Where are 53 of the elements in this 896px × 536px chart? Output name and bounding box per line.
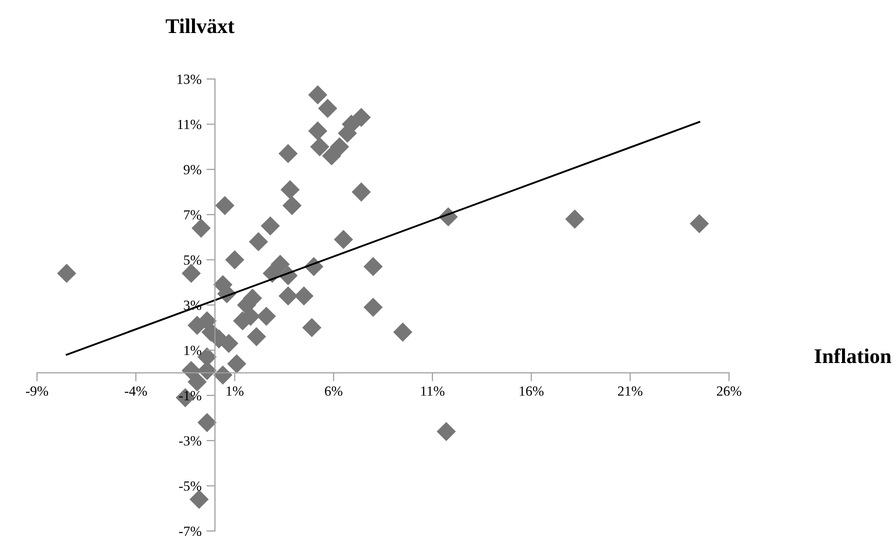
y-tick-label: 5%	[184, 255, 202, 265]
point	[270, 254, 290, 274]
point	[256, 306, 276, 326]
y-tick-label: 11%	[178, 120, 202, 130]
point	[246, 327, 266, 346]
point	[182, 264, 201, 283]
x-tick-label: -4%	[124, 386, 147, 396]
point	[188, 372, 207, 392]
point	[352, 182, 371, 202]
x-tick-label: 1%	[226, 386, 244, 396]
y-tick-label: 13%	[178, 74, 202, 84]
y-tick-label: 9%	[184, 164, 202, 174]
y-axis-title: Tillväxt	[166, 18, 234, 34]
y-tick-label: 7%	[184, 210, 202, 220]
point	[197, 412, 217, 432]
point	[260, 216, 280, 236]
point	[352, 108, 371, 127]
point	[278, 144, 298, 164]
point	[393, 322, 412, 342]
x-tick-label: 26%	[716, 386, 742, 396]
x-tick-label: 6%	[324, 386, 342, 396]
x-tick-label: 11%	[421, 386, 444, 396]
point	[565, 210, 584, 229]
point	[225, 250, 244, 270]
point	[308, 121, 328, 141]
point	[364, 257, 383, 276]
point	[436, 422, 456, 442]
y-tick-label: 1%	[184, 346, 202, 356]
y-tick-label: -7%	[179, 526, 202, 536]
point	[690, 214, 709, 234]
point	[227, 354, 246, 374]
point	[330, 137, 350, 156]
point	[248, 232, 268, 252]
point	[302, 318, 322, 338]
x-axis-title: Inflation	[814, 348, 892, 364]
point	[280, 180, 300, 200]
x-tick-label: -9%	[26, 386, 48, 396]
point	[318, 98, 338, 118]
point	[57, 264, 76, 283]
point	[192, 218, 211, 238]
point	[282, 196, 302, 216]
point	[364, 298, 383, 317]
point	[190, 490, 209, 509]
point	[215, 196, 234, 216]
x-tick-label: 21%	[618, 386, 642, 396]
point	[278, 286, 298, 306]
point	[294, 286, 314, 306]
y-tick-label: -3%	[179, 436, 202, 446]
point	[308, 85, 328, 104]
x-tick-label: 16%	[520, 386, 544, 396]
point	[310, 137, 330, 156]
point	[334, 230, 354, 250]
y-tick-label: -5%	[179, 481, 202, 491]
